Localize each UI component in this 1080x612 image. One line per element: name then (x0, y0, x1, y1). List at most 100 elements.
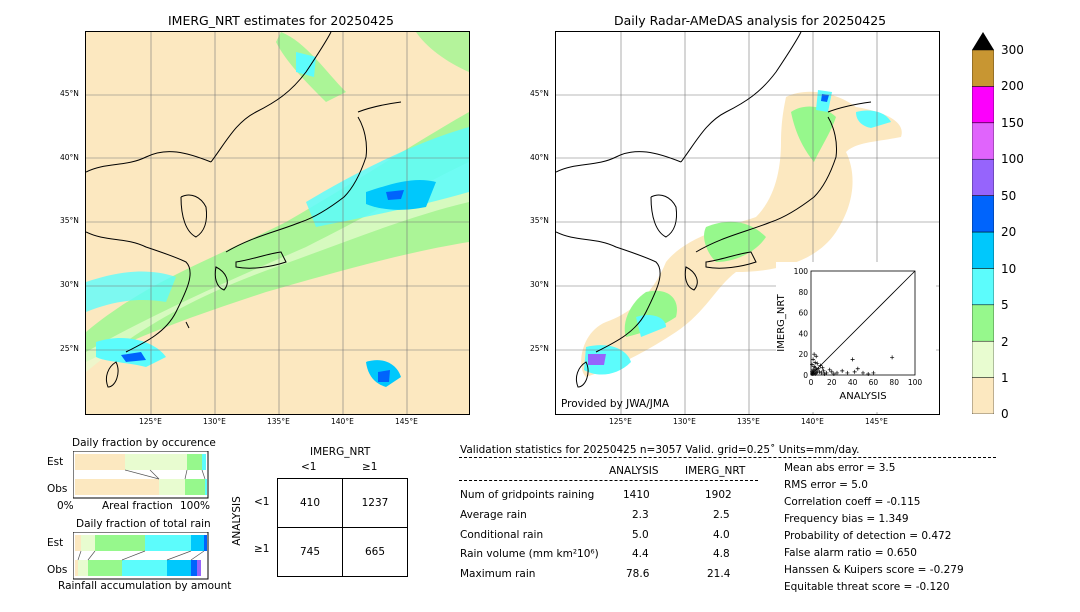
amt-obs-label: Obs (47, 564, 68, 576)
left-lon-tick-130: 130°E (203, 417, 226, 426)
right-lat-tick-30: 30°N (530, 280, 549, 289)
scatter-point (812, 352, 817, 357)
scatter-plot: 00 20 20 40 40 60 60 80 80 100 100 ANALYSIS IMERG_NR… (776, 267, 922, 402)
colorbar-swatch (971, 268, 995, 306)
stat-label: Rain volume (mm km²10⁶) (460, 548, 599, 560)
colorbar-extend-arrow (972, 32, 994, 50)
colorbar-swatch (971, 158, 995, 196)
scatter-point (835, 370, 839, 375)
amount-bars (72, 531, 209, 580)
right-lat-tick-40: 40°N (530, 153, 549, 162)
cbar-label-5: 5 (1001, 298, 1009, 312)
stat-analysis: 78.6 (626, 568, 650, 580)
colorbar-swatch (971, 49, 995, 87)
amt-est-label: Est (47, 537, 64, 549)
cbar-label-100: 100 (1001, 152, 1024, 166)
left-map (85, 31, 470, 415)
scatter-point (813, 365, 818, 370)
occ-axis-mid: Areal fraction (102, 500, 173, 512)
scatter-x-tick: 60 (869, 378, 879, 387)
cbar-label-0: 0 (1001, 407, 1009, 421)
scatter-point (890, 355, 895, 360)
stat-label: Average rain (460, 509, 527, 521)
validation-table-rule (459, 480, 758, 481)
scatter-point (871, 370, 876, 375)
score-line: Hanssen & Kuipers score = -0.279 (784, 564, 964, 576)
left-lat-tick-25: 25°N (60, 344, 79, 353)
right-lon-tick-145: 145°E (865, 417, 888, 426)
left-lat-tick-40: 40°N (60, 153, 79, 162)
stat-imerg: 4.8 (713, 548, 730, 560)
contingency-row-title: ANALYSIS (230, 496, 243, 546)
left-lat-tick-45: 45°N (60, 89, 79, 98)
scatter-point (818, 363, 823, 368)
scatter-point (850, 357, 855, 362)
contingency-col-lt: <1 (301, 461, 317, 473)
scatter-x-tick: 40 (848, 378, 858, 387)
scatter-point (819, 370, 824, 375)
right-lat-tick-35: 35°N (530, 216, 549, 225)
scatter-point (810, 362, 815, 367)
colorbar-swatch (971, 231, 995, 269)
stat-analysis: 2.3 (632, 509, 649, 521)
validation-header: Validation statistics for 20250425 n=305… (460, 444, 860, 456)
colorbar-swatch (971, 340, 995, 378)
occ-obs-label: Obs (47, 483, 68, 495)
scatter-y-tick: 60 (798, 309, 808, 318)
amount-axis-label: Rainfall accumulation by amount (58, 580, 232, 592)
occurrence-bars (72, 450, 209, 499)
right-lon-tick-140: 140°E (801, 417, 824, 426)
scatter-point (824, 370, 829, 375)
stat-analysis: 4.4 (632, 548, 649, 560)
left-lon-tick-145: 145°E (395, 417, 418, 426)
right-lon-tick-125: 125°E (609, 417, 632, 426)
colorbar-swatch (971, 86, 995, 124)
score-line: Correlation coeff = -0.115 (784, 496, 921, 508)
cbar-label-20: 20 (1001, 225, 1017, 239)
occ-est-label: Est (47, 456, 64, 468)
colorbar (971, 32, 995, 415)
stat-imerg: 4.0 (713, 529, 730, 541)
scatter-point (822, 371, 827, 376)
score-line: Mean abs error = 3.5 (784, 462, 896, 474)
right-map-credit: Provided by JWA/JMA (561, 398, 670, 410)
right-map: 0 0 20 20 40 40 60 60 80 80 100 100 ANALYSIS IMERG_NR… (555, 31, 940, 415)
contingency-col-title: IMERG_NRT (310, 446, 371, 458)
scatter-y-tick: 0 (803, 371, 808, 380)
right-lat-tick-25: 25°N (530, 344, 549, 353)
contingency-row-lt: <1 (254, 496, 270, 508)
scatter-ylabel: IMERG_NRT (776, 293, 787, 351)
occ-axis-right: 100% (180, 500, 211, 512)
scatter-y-tick: 40 (798, 329, 808, 338)
scatter-point (812, 368, 817, 373)
scatter-point (820, 365, 825, 370)
scatter-x-tick: 80 (889, 378, 899, 387)
scatter-point (840, 368, 845, 373)
scatter-inset: 0 0 20 20 40 40 60 60 80 80 100 100 ANALYSIS IMERG_NR… (776, 262, 936, 412)
stat-label: Maximum rain (460, 568, 536, 580)
amount-title: Daily fraction of total rain (76, 518, 211, 530)
scatter-point (817, 369, 822, 374)
stat-analysis: 1410 (623, 489, 650, 501)
cbar-label-150: 150 (1001, 116, 1024, 130)
stat-imerg: 1902 (705, 489, 732, 501)
left-lon-tick-140: 140°E (331, 417, 354, 426)
contingency-cell: 410 (277, 478, 343, 528)
scatter-point (831, 371, 836, 376)
scatter-xlabel: ANALYSIS (839, 391, 886, 402)
cbar-label-1: 1 (1001, 371, 1009, 385)
cbar-label-200: 200 (1001, 79, 1024, 93)
scatter-point (866, 371, 871, 376)
stat-label: Conditional rain (460, 529, 544, 541)
scatter-diagonal (810, 270, 916, 376)
colorbar-swatch (971, 304, 995, 342)
colorbar-swatch (971, 122, 995, 160)
left-map-title: IMERG_NRT estimates for 20250425 (168, 13, 395, 28)
scatter-x-tick: 20 (827, 378, 837, 387)
stat-imerg: 2.5 (713, 509, 730, 521)
scatter-point (813, 360, 818, 365)
scatter-point (821, 368, 826, 373)
colorbar-canvas (971, 32, 995, 415)
validation-header-rule (459, 457, 996, 458)
scatter-point (861, 370, 865, 375)
